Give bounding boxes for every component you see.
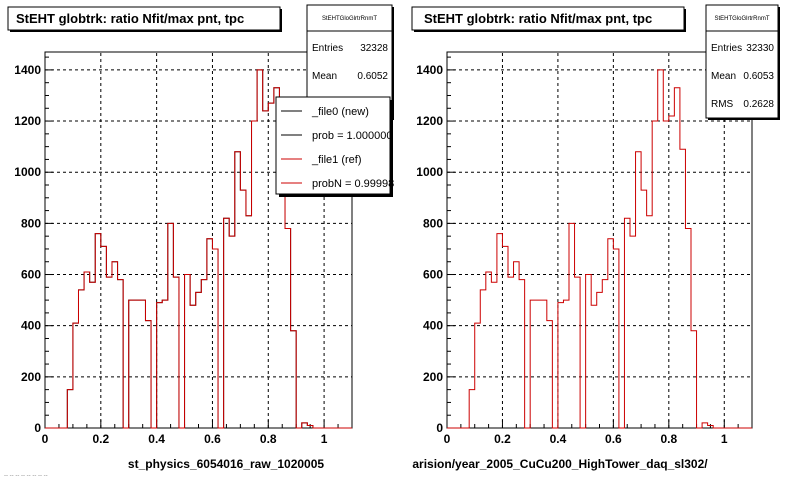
stats-header: StEHTGloGlrtrRnmT <box>714 16 769 22</box>
stats-label-mean: Mean <box>711 71 736 82</box>
title-box <box>411 6 685 31</box>
legend-entry-label: _file0 (new) <box>311 106 369 118</box>
stats-value-entries: 32330 <box>746 43 774 54</box>
y-tick-label: 800 <box>21 216 41 230</box>
x-tick-label: 0.8 <box>260 432 277 446</box>
y-tick-label: 0 <box>436 421 443 435</box>
y-tick-label: 1200 <box>14 114 41 128</box>
y-tick-label: 1400 <box>416 63 443 77</box>
legend-entry-label: probN = 0.99998 <box>312 178 394 190</box>
stats-value-mean: 0.6053 <box>743 71 774 82</box>
y-tick-label: 1000 <box>416 165 443 179</box>
x-tick-label: 0.4 <box>550 432 567 446</box>
legend-box <box>275 96 391 195</box>
y-tick-label: 600 <box>423 268 443 282</box>
x-tick-label: 1 <box>721 432 728 446</box>
x-axis-label: arision/year_2005_CuCu200_HighTower_daq_… <box>412 457 708 471</box>
left-chart-panel: 0 0.2 0.4 0.6 0.8 1 0 200 400 600 800 1000 1200 1400 S… <box>7 4 394 471</box>
y-tick-label: 200 <box>423 370 443 384</box>
stats-value-mean: 0.6052 <box>357 71 388 82</box>
y-tick-label: 400 <box>21 319 41 333</box>
stats-value-rms: 0.2628 <box>743 99 774 110</box>
histogram-series-1 <box>447 69 752 429</box>
stats-label-entries: Entries <box>312 43 343 54</box>
stats-box <box>705 4 779 119</box>
x-tick-label: 0.6 <box>605 432 622 446</box>
x-axis-label: st_physics_6054016_raw_1020005 <box>128 457 324 471</box>
y-tick-label: 600 <box>21 268 41 282</box>
y-tick-label: 1400 <box>14 63 41 77</box>
y-tick-label: 0 <box>34 421 41 435</box>
x-tick-label: 0.2 <box>92 432 109 446</box>
legend-entry-label: prob = 1.000000 <box>312 130 392 142</box>
stats-label-rms: RMS <box>711 99 734 110</box>
x-tick-label: 0 <box>42 432 49 446</box>
chart-title: StEHT globtrk: ratio Nfit/max pnt, tpc <box>16 11 244 26</box>
x-tick-label: 0.8 <box>660 432 677 446</box>
x-tick-label: 0 <box>444 432 451 446</box>
x-tick-label: 0.2 <box>494 432 511 446</box>
title-box <box>7 6 281 31</box>
stats-value-entries: 32328 <box>360 43 388 54</box>
y-tick-label: 400 <box>423 319 443 333</box>
y-tick-label: 800 <box>423 216 443 230</box>
stats-label-entries: Entries <box>711 43 742 54</box>
stats-header: StEHTGloGlrtrRnmT <box>322 16 377 22</box>
y-tick-label: 1000 <box>14 165 41 179</box>
legend-entry-label: _file1 (ref) <box>311 154 362 166</box>
x-tick-label: 0.4 <box>148 432 165 446</box>
stats-label-mean: Mean <box>312 71 337 82</box>
right-chart-panel: 0 0.2 0.4 0.6 0.8 1 0 200 400 600 800 1000 1200 1400 S… <box>411 4 780 471</box>
y-tick-label: 1200 <box>416 114 443 128</box>
histogram-series-2 <box>45 69 352 429</box>
footer-text: -- -- -- -- -- -- -- -- <box>4 473 48 479</box>
x-tick-label: 1 <box>321 432 328 446</box>
plot-frame <box>446 51 753 429</box>
x-tick-label: 0.6 <box>204 432 221 446</box>
y-tick-label: 200 <box>21 370 41 384</box>
chart-title: StEHT globtrk: ratio Nfit/max pnt, tpc <box>424 11 652 26</box>
